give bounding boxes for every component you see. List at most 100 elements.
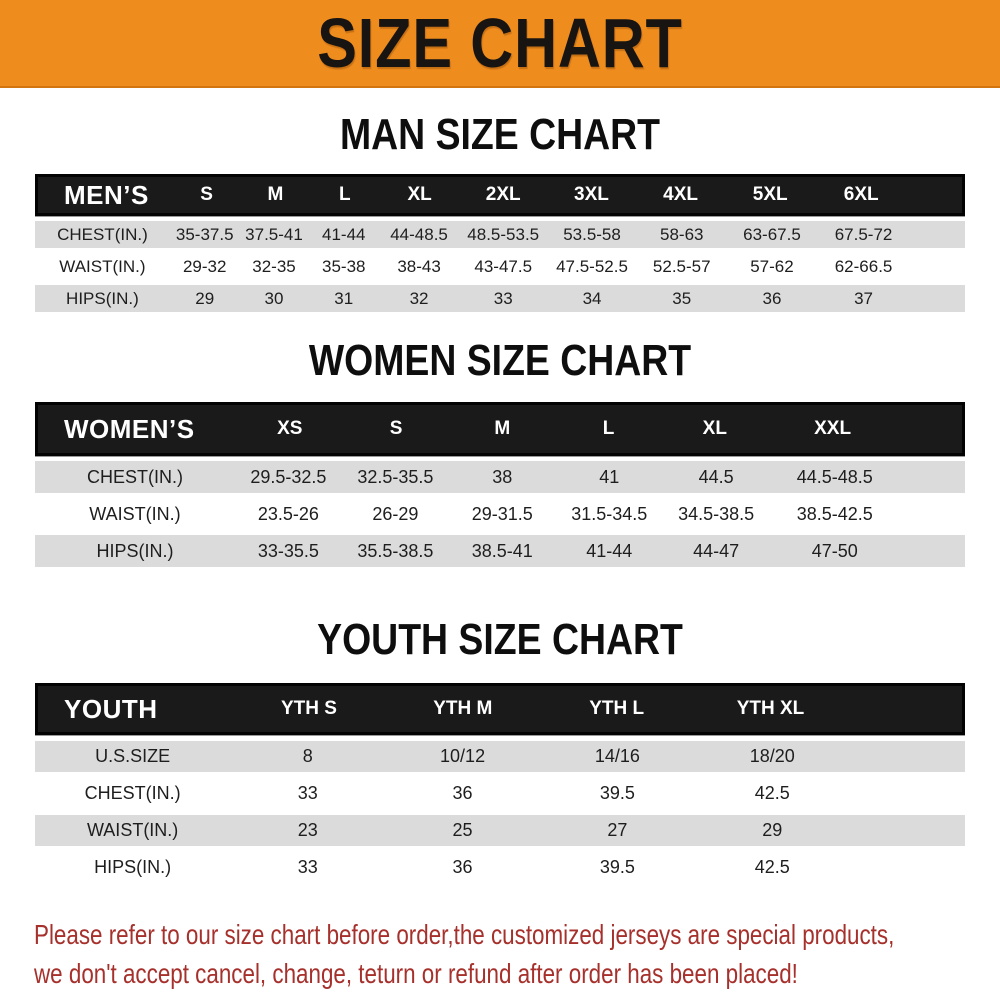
size-value-cell: 29-31.5	[471, 503, 533, 524]
size-value-cell: 32	[409, 288, 429, 308]
size-value-cell: 43-47.5	[474, 256, 533, 276]
size-value-cell: 38	[492, 466, 513, 487]
size-value-cell: 14/16	[594, 746, 640, 766]
banner-title: SIZE CHART	[317, 4, 683, 82]
size-column-header: YTH XL	[736, 698, 805, 719]
size-value-cell: 29-32	[182, 256, 227, 276]
size-value-cell: 48.5-53.5	[467, 224, 540, 244]
order-policy-note: Please refer to our size chart before or…	[0, 915, 1000, 993]
size-value-cell: 38.5-41	[471, 540, 533, 561]
size-value-cell: 36	[452, 783, 473, 803]
size-column-header: XXL	[814, 418, 852, 439]
size-column-header: XL	[407, 184, 432, 205]
size-value-cell: 47-50	[811, 540, 858, 561]
size-value-cell: 58-63	[660, 224, 704, 244]
size-column-header: 4XL	[663, 184, 699, 205]
size-value-cell: 33	[493, 288, 513, 308]
row-label-cell: WAIST(IN.)	[86, 820, 179, 840]
row-label-cell: HIPS(IN.)	[66, 288, 139, 308]
size-value-cell: 38-43	[397, 256, 441, 276]
size-value-cell: 41-44	[322, 224, 366, 244]
size-value-cell: 29	[195, 288, 215, 308]
men-size-chart-section: MAN SIZE CHART MEN’S S M L XL 2XL 3XL 4XL 5XL 6XL…	[0, 112, 1000, 312]
row-label-cell: HIPS(IN.)	[94, 857, 172, 877]
size-column-header: L	[602, 418, 615, 439]
size-value-cell: 44.5	[698, 466, 734, 487]
size-value-cell: 33	[297, 783, 318, 803]
size-value-cell: 53.5-58	[563, 224, 621, 244]
size-value-cell: 47.5-52.5	[556, 256, 628, 276]
size-column-header: YTH L	[589, 698, 645, 719]
youth-table-header-row: YOUTH YTH S YTH M YTH L YTH XL	[35, 683, 965, 735]
size-value-cell: 27	[607, 820, 628, 840]
women-table-corner-label: WOMEN’S	[64, 413, 195, 444]
women-size-table: WOMEN’S XS S M L XL XXL CHEST(IN.) 29.5-32.5 32.5…	[35, 402, 965, 567]
men-table-header-row: MEN’S S M L XL 2XL 3XL 4XL 5XL 6XL	[35, 174, 965, 216]
size-value-cell: 23.5-26	[257, 503, 319, 524]
order-policy-line-2: we don't accept cancel, change, teturn o…	[34, 958, 798, 989]
size-value-cell: 31	[334, 288, 354, 308]
size-value-cell: 34.5-38.5	[678, 503, 755, 524]
men-table-row: HIPS(IN.) 29 30 31 32 33 34 35 36 37	[35, 285, 965, 312]
size-value-cell: 10/12	[440, 746, 486, 766]
men-table-row: WAIST(IN.) 29-32 32-35 35-38 38-43 43-47.5 47.…	[35, 253, 965, 280]
size-value-cell: 63-67.5	[743, 224, 801, 244]
row-label-cell: WAIST(IN.)	[89, 503, 181, 524]
size-column-header: 3XL	[574, 184, 609, 205]
size-column-header: M	[494, 418, 511, 439]
youth-table-row: CHEST(IN.) 33 36 39.5 42.5	[35, 778, 965, 809]
size-column-header: S	[389, 418, 403, 439]
women-table-header-row: WOMEN’S XS S M L XL XXL	[35, 402, 965, 456]
youth-table-corner-label: YOUTH	[64, 693, 158, 724]
size-value-cell: 26-29	[372, 503, 419, 524]
size-value-cell: 29	[762, 820, 783, 840]
size-value-cell: 32-35	[252, 256, 296, 276]
youth-section-title: YOUTH SIZE CHART	[317, 615, 683, 664]
men-size-table: MEN’S S M L XL 2XL 3XL 4XL 5XL 6XL CHEST(IN.) 35-37…	[35, 174, 965, 312]
size-value-cell: 32.5-35.5	[357, 466, 434, 487]
size-column-header: XL	[702, 418, 727, 439]
order-policy-line-1: Please refer to our size chart before or…	[34, 919, 895, 950]
men-table-row: CHEST(IN.) 35-37.5 37.5-41 41-44 44-48.5 48.5…	[35, 221, 965, 248]
size-value-cell: 36	[762, 288, 782, 308]
size-column-header: 6XL	[843, 184, 879, 205]
youth-table-row: WAIST(IN.) 23 25 27 29	[35, 815, 965, 846]
women-table-row: HIPS(IN.) 33-35.5 35.5-38.5 38.5-41 41-44 44-…	[35, 535, 965, 567]
row-label-cell: CHEST(IN.)	[84, 783, 181, 803]
youth-size-table: YOUTH YTH S YTH M YTH L YTH XL U.S.SIZE 8 10/12…	[35, 683, 965, 883]
youth-table-row: U.S.SIZE 8 10/12 14/16 18/20	[35, 741, 965, 772]
women-section-title: WOMEN SIZE CHART	[308, 336, 692, 385]
row-label-cell: CHEST(IN.)	[57, 224, 148, 244]
men-table-corner-label: MEN’S	[64, 179, 149, 210]
size-value-cell: 42.5	[754, 783, 790, 803]
size-column-header: XS	[277, 418, 303, 439]
row-label-cell: U.S.SIZE	[95, 746, 171, 766]
size-value-cell: 33-35.5	[257, 540, 319, 561]
size-value-cell: 18/20	[749, 746, 795, 766]
women-size-chart-section: WOMEN SIZE CHART WOMEN’S XS S M L XL XXL CHEST(…	[0, 338, 1000, 567]
size-value-cell: 31.5-34.5	[571, 503, 648, 524]
row-label-cell: CHEST(IN.)	[86, 466, 183, 487]
size-column-header: S	[200, 184, 213, 205]
men-section-title: MAN SIZE CHART	[340, 110, 660, 159]
size-column-header: M	[267, 184, 284, 205]
women-table-row: CHEST(IN.) 29.5-32.5 32.5-35.5 38 41 44.5 44.5…	[35, 461, 965, 493]
size-value-cell: 34	[582, 288, 602, 308]
size-value-cell: 29.5-32.5	[250, 466, 327, 487]
size-column-header: L	[338, 184, 351, 205]
size-value-cell: 30	[264, 288, 284, 308]
size-column-header: 2XL	[485, 184, 521, 205]
size-value-cell: 41	[599, 466, 620, 487]
size-value-cell: 23	[297, 820, 318, 840]
size-value-cell: 36	[452, 857, 473, 877]
size-value-cell: 41-44	[586, 540, 633, 561]
size-value-cell: 52.5-57	[652, 256, 711, 276]
size-value-cell: 57-62	[750, 256, 794, 276]
size-column-header: YTH M	[433, 698, 493, 719]
youth-table-row: HIPS(IN.) 33 36 39.5 42.5	[35, 852, 965, 883]
size-value-cell: 44-48.5	[390, 224, 448, 244]
size-value-cell: 37	[854, 288, 874, 308]
size-value-cell: 44-47	[693, 540, 740, 561]
size-value-cell: 38.5-42.5	[796, 503, 873, 524]
size-value-cell: 8	[302, 746, 313, 766]
